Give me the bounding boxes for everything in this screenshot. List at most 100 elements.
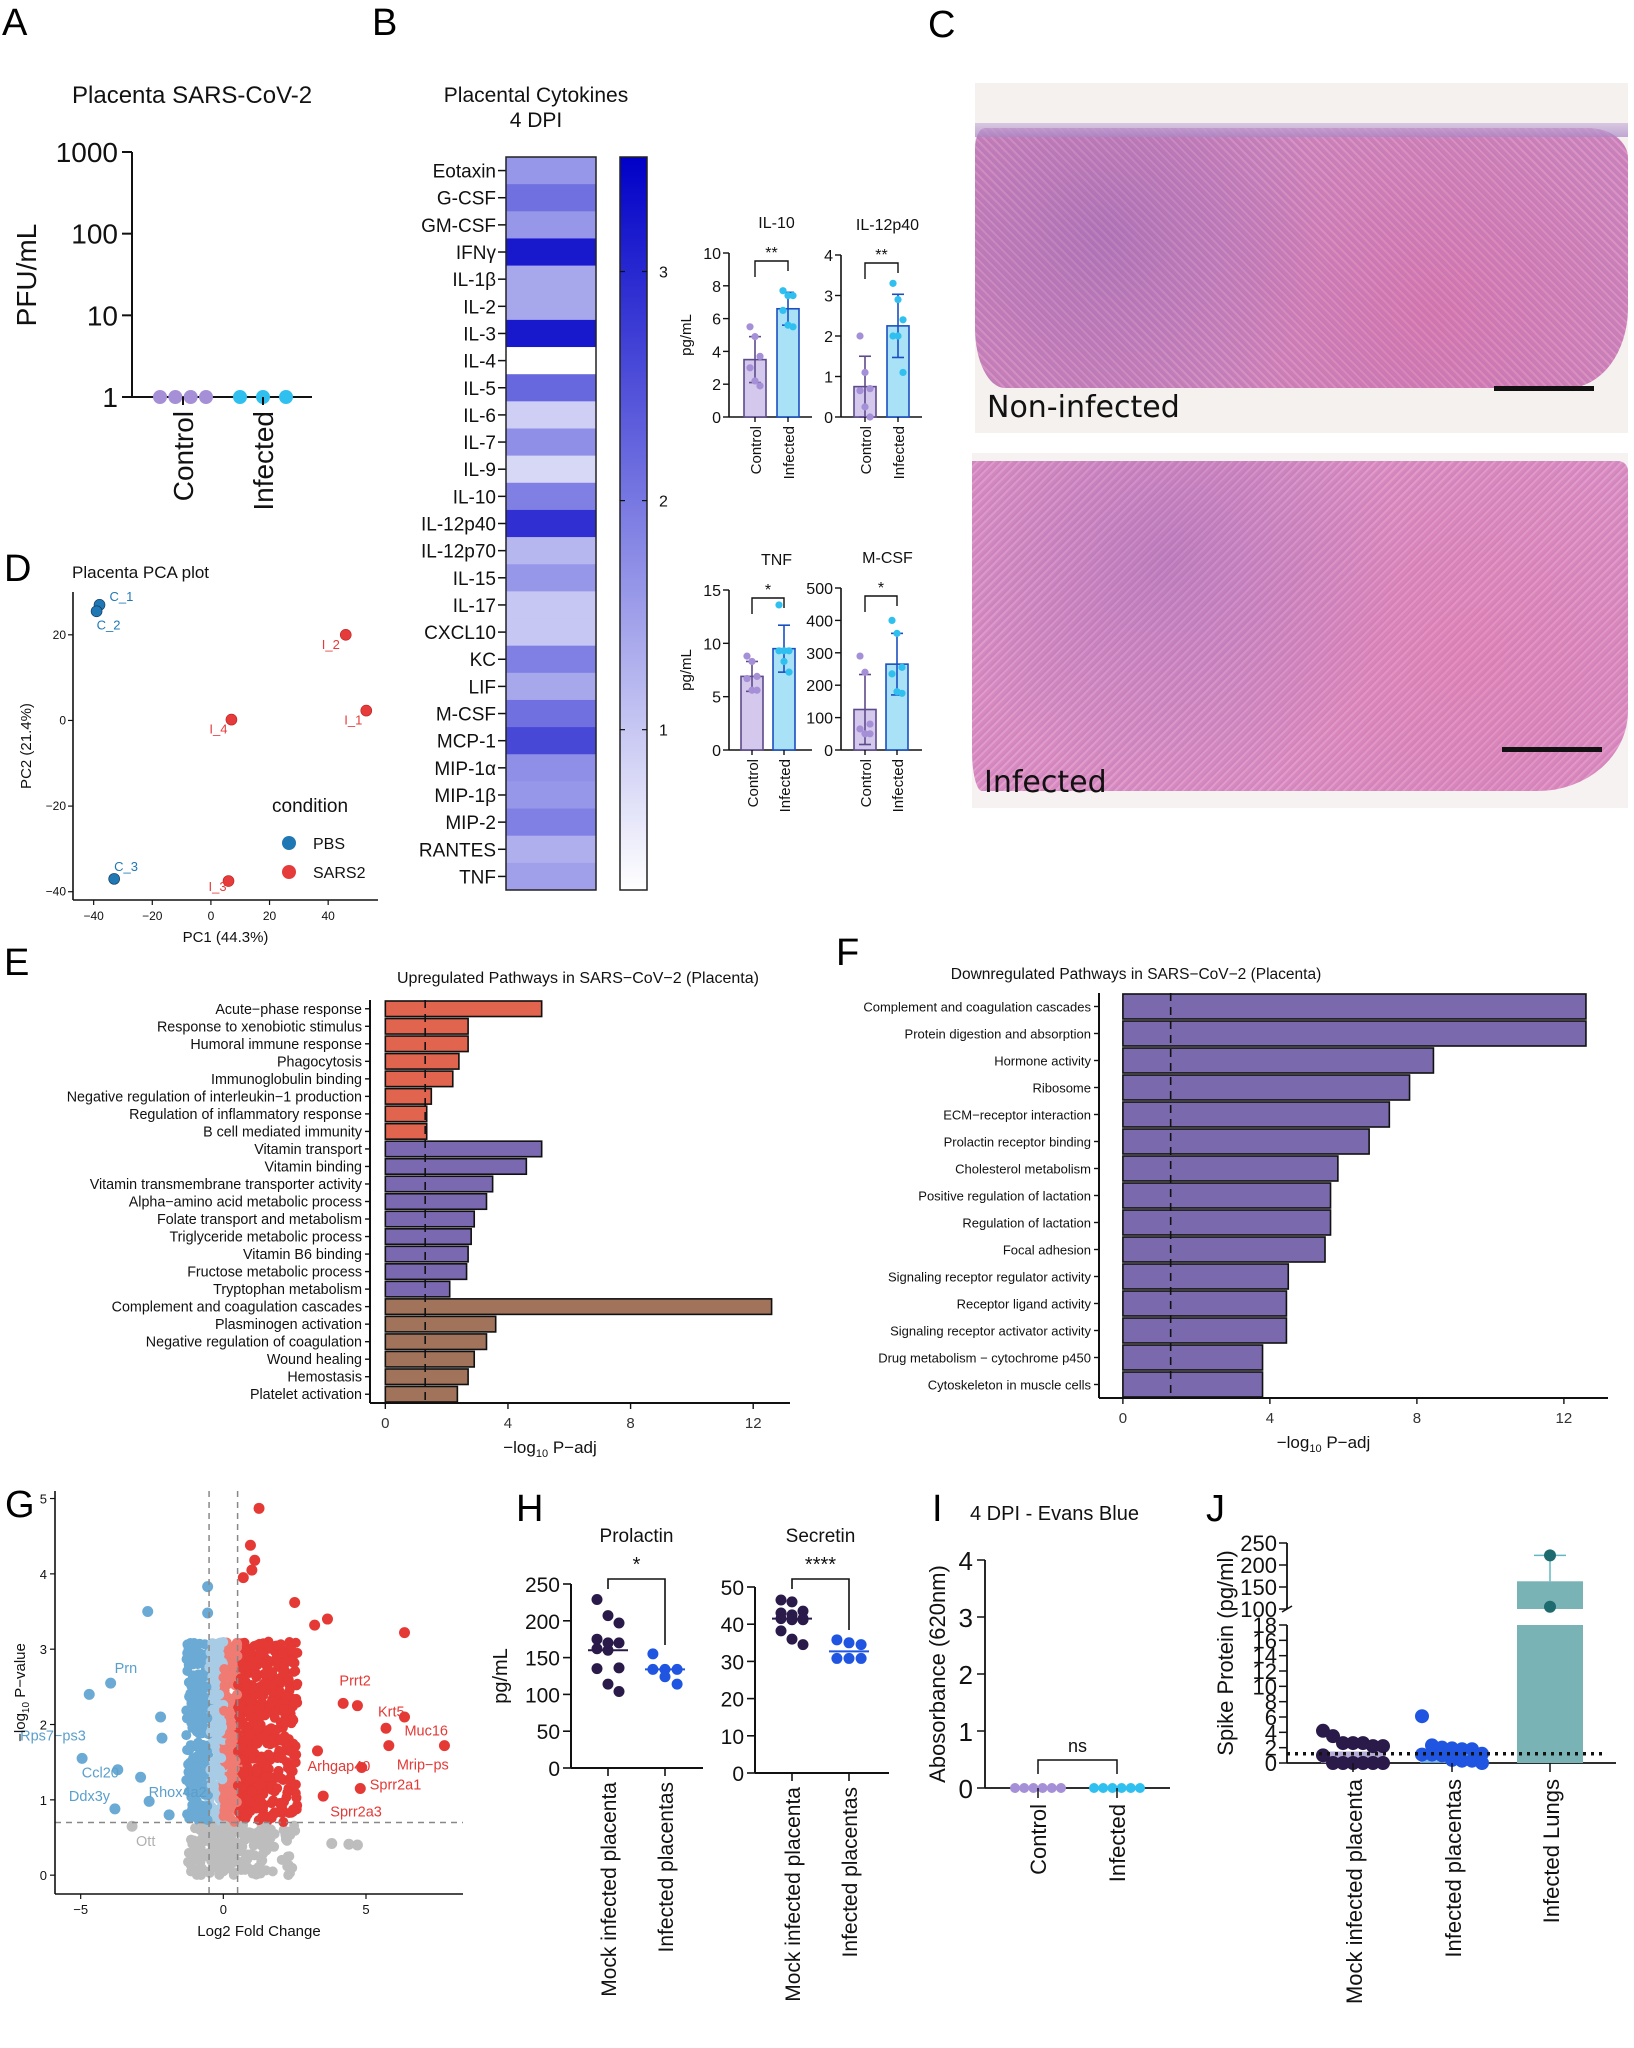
bar-label: Signaling receptor regulator activity [888, 1270, 1092, 1285]
data-point [273, 1772, 284, 1783]
y-tick-label: 200 [806, 678, 833, 695]
data-point [289, 1697, 300, 1708]
heatmap-row-label: IL-12p70 [421, 542, 496, 563]
gene-label: Ott [136, 1834, 155, 1850]
bar-label: Ribosome [1032, 1081, 1091, 1096]
data-point [108, 873, 120, 885]
y-axis-label: pg/mL [490, 1648, 512, 1704]
data-point [861, 668, 869, 676]
data-point [239, 1680, 250, 1691]
bar [384, 1140, 543, 1158]
y-tick-label: 8 [712, 279, 721, 296]
panel-letter-h: H [516, 1488, 544, 1530]
bar-label: Cytoskeleton in muscle cells [928, 1378, 1092, 1393]
bar [384, 1298, 773, 1316]
y-tick-label: 0 [824, 410, 833, 427]
data-point [290, 1757, 301, 1768]
heatmap-row-label: M-CSF [436, 705, 496, 726]
data-point [183, 1856, 194, 1867]
heatmap-cell [506, 428, 596, 457]
point-label: I_3 [209, 879, 227, 894]
heatmap-row-label: Eotaxin [433, 162, 496, 183]
data-point [246, 1564, 258, 1576]
heatmap-row-label: IL-17 [453, 596, 496, 617]
heatmap-cell [506, 265, 596, 294]
y-tick-label: 4 [959, 1546, 973, 1576]
data-point [354, 1783, 366, 1795]
data-point [227, 1787, 238, 1798]
y-tick-label: 18 [1253, 1613, 1277, 1638]
data-point [245, 1697, 256, 1708]
heatmap-row-label: MIP-1α [434, 759, 496, 780]
point-label: I_4 [209, 722, 227, 737]
bar [384, 1192, 488, 1211]
bar [1122, 1182, 1332, 1209]
data-point [786, 1596, 798, 1608]
data-point [1089, 1783, 1099, 1793]
y-tick-label: 10 [721, 1726, 744, 1749]
bar [1122, 1371, 1264, 1398]
data-point [187, 1789, 198, 1800]
gene-label: Sprr2a1 [370, 1777, 422, 1793]
y-tick-label: 40 [721, 1614, 744, 1637]
heatmap-row-label: IL-4 [463, 352, 496, 373]
bar [1122, 993, 1587, 1020]
data-point [288, 1666, 299, 1677]
data-point [258, 1638, 269, 1649]
data-point [751, 333, 759, 341]
y-tick-label: 0 [40, 1868, 47, 1883]
colorbar [619, 156, 648, 891]
bar [1122, 1101, 1391, 1128]
data-point [1356, 1756, 1370, 1770]
data-point [263, 1763, 274, 1774]
y-tick-label: 10 [703, 246, 721, 263]
x-tick-label: 0 [1119, 1410, 1127, 1427]
bar-label: ECM−receptor interaction [943, 1108, 1091, 1123]
data-point [1010, 1783, 1020, 1793]
gene-label: Krt5 [378, 1704, 405, 1720]
y-tick-label: 4 [824, 248, 833, 265]
data-point [889, 279, 897, 287]
data-point [282, 1762, 293, 1773]
bar-label: Wound healing [267, 1352, 362, 1368]
y-tick-label: 15 [703, 583, 721, 600]
heatmap-cell [506, 781, 596, 810]
data-point [252, 1723, 263, 1734]
bar [1122, 1074, 1411, 1101]
data-point [281, 1691, 292, 1702]
data-point [888, 670, 896, 678]
data-point [285, 1776, 296, 1787]
bar-label: Vitamin B6 binding [243, 1247, 362, 1263]
data-point [214, 1845, 225, 1856]
bar [384, 1035, 469, 1053]
y-tick-label: 3 [40, 1642, 47, 1657]
data-point [380, 1722, 392, 1734]
y-tick-label: 300 [806, 646, 833, 663]
data-point [1028, 1783, 1039, 1793]
y-tick-label: 0 [59, 713, 66, 727]
data-point [262, 1725, 273, 1736]
heatmap-cell [506, 862, 596, 891]
data-point [1116, 1783, 1127, 1793]
heatmap-row-label: IL-10 [453, 487, 496, 508]
data-point [843, 1637, 855, 1649]
x-tick-label: 4 [504, 1415, 512, 1432]
y-tick-label: 0 [712, 410, 721, 427]
data-point [247, 1849, 258, 1860]
bar [1122, 1047, 1435, 1074]
data-point [743, 652, 751, 660]
data-point [219, 1744, 230, 1755]
heatmap-cell [506, 591, 596, 620]
data-point [232, 1780, 243, 1791]
data-point [278, 1817, 289, 1828]
significance-label: ** [765, 245, 777, 262]
data-point [233, 390, 247, 404]
y-tick-label: 4 [1265, 1720, 1277, 1745]
data-point [866, 385, 874, 393]
legend-title: condition [272, 796, 348, 817]
legend-label: SARS2 [313, 865, 366, 882]
x-tick-label: Infected placentas [839, 1787, 862, 1957]
data-point [659, 1671, 671, 1683]
data-point [751, 377, 759, 385]
data-point [181, 1730, 192, 1741]
